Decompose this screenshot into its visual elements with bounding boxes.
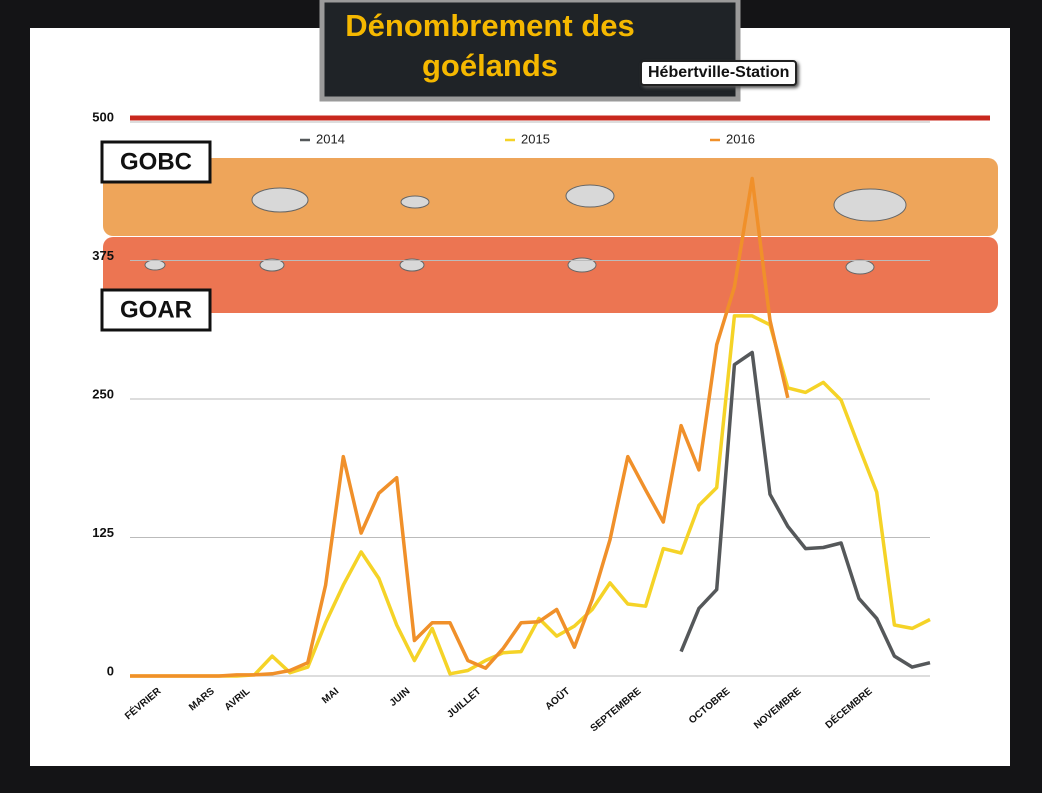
band-label-text: GOBC: [120, 148, 192, 175]
band-label: GOBC: [100, 140, 212, 184]
slide: [30, 28, 1010, 766]
band-label-box: [100, 140, 212, 184]
legend-label: 2015: [521, 131, 550, 146]
gulls: [144, 184, 907, 275]
legend-label: 2016: [726, 131, 755, 146]
y-tick-label: 500: [92, 109, 114, 124]
subtitle: Hébertville-Station: [640, 60, 798, 86]
legend-label: 2014: [316, 131, 345, 146]
series-line: [679, 350, 931, 669]
series-line: [130, 314, 931, 678]
y-tick-label: 375: [92, 248, 114, 263]
y-tick-label: 0: [107, 663, 114, 678]
y-tick-label: 125: [92, 525, 114, 540]
band-goar: [103, 237, 998, 313]
title-box: [319, 0, 741, 102]
band-label: GOAR: [100, 288, 212, 332]
y-tick-label: 250: [92, 386, 114, 401]
chart-title: Dénombrement des goélands: [345, 8, 635, 83]
band-gobc: [103, 158, 998, 236]
band-label-box: [100, 288, 212, 332]
band-label-text: GOAR: [120, 296, 192, 323]
series-line: [130, 176, 790, 678]
